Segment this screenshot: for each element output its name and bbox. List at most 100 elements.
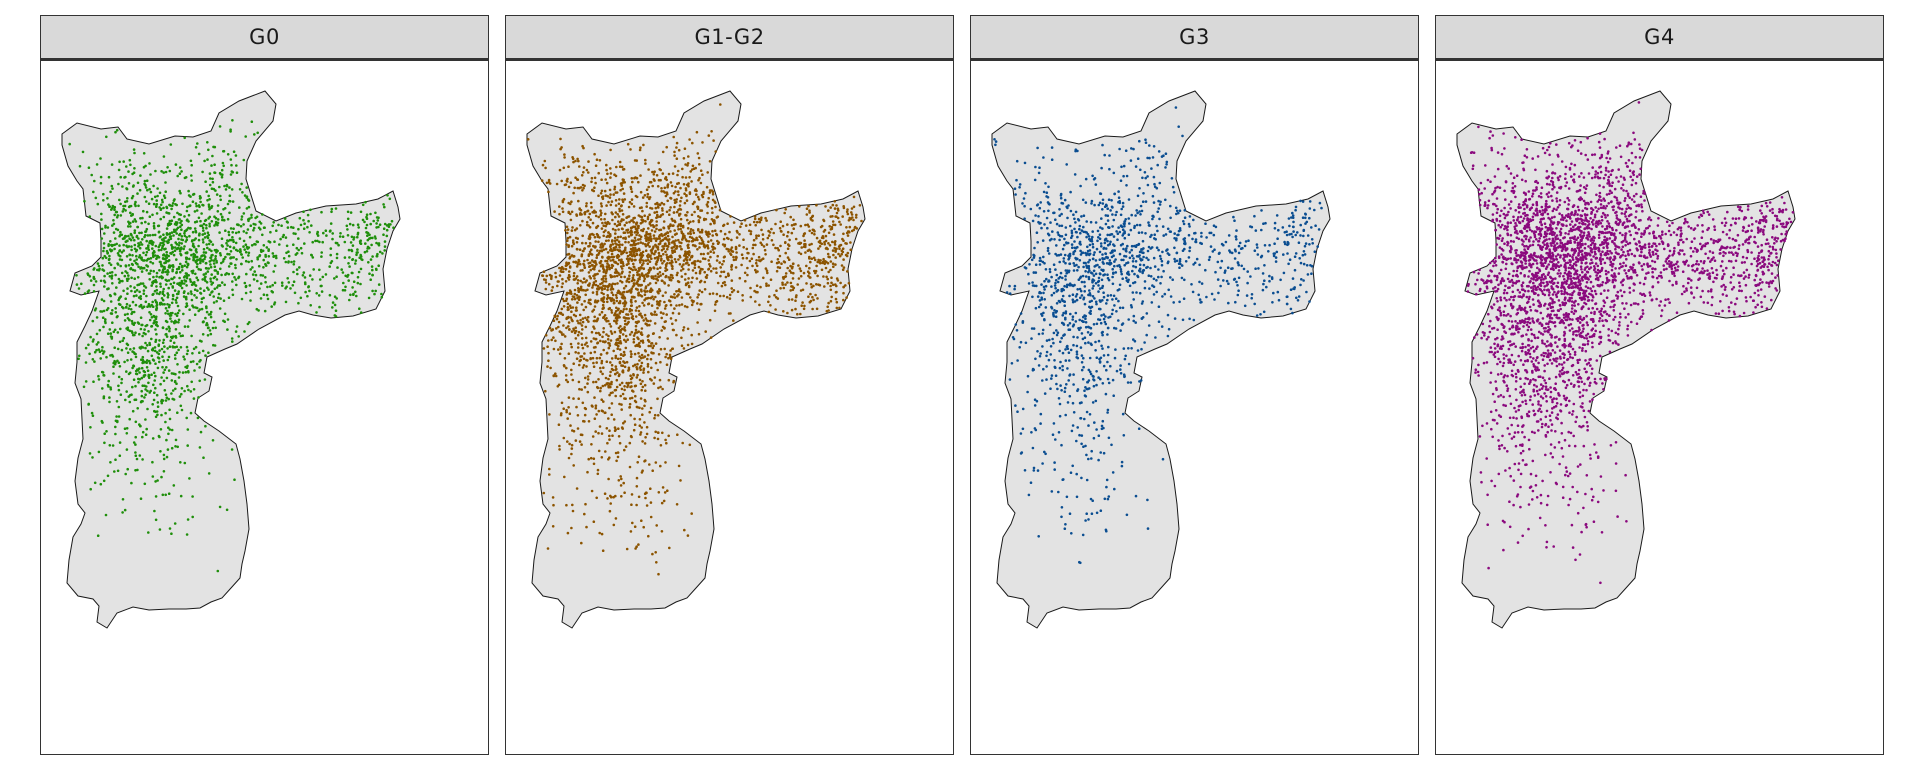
location-point bbox=[168, 203, 171, 207]
location-point bbox=[634, 394, 637, 398]
location-point bbox=[672, 135, 675, 139]
location-point bbox=[707, 196, 710, 200]
location-point bbox=[559, 413, 563, 417]
location-point bbox=[646, 353, 650, 357]
location-point bbox=[346, 228, 349, 231]
location-point bbox=[99, 157, 102, 160]
location-point bbox=[364, 242, 367, 245]
location-point bbox=[244, 285, 248, 289]
location-point bbox=[108, 271, 112, 275]
location-point bbox=[114, 273, 117, 277]
location-point bbox=[815, 283, 818, 286]
location-point bbox=[126, 343, 130, 347]
location-point bbox=[552, 374, 556, 378]
location-point bbox=[707, 259, 710, 262]
location-point bbox=[134, 220, 138, 223]
location-point bbox=[176, 174, 179, 178]
location-point bbox=[115, 415, 118, 418]
location-point bbox=[240, 218, 243, 221]
location-point bbox=[99, 357, 102, 360]
location-point bbox=[628, 406, 631, 409]
location-point bbox=[577, 380, 581, 384]
location-point bbox=[724, 275, 728, 279]
location-point bbox=[600, 398, 603, 402]
location-point bbox=[168, 303, 171, 307]
location-point bbox=[622, 287, 626, 290]
location-point bbox=[613, 222, 617, 226]
location-point bbox=[691, 141, 694, 145]
location-point bbox=[314, 239, 317, 243]
location-point bbox=[823, 240, 826, 244]
location-point bbox=[177, 244, 181, 247]
location-point bbox=[684, 238, 688, 241]
location-point bbox=[607, 334, 610, 338]
location-point bbox=[569, 424, 572, 427]
location-point bbox=[577, 298, 581, 301]
location-point bbox=[684, 163, 687, 166]
location-point bbox=[626, 142, 630, 146]
location-point bbox=[360, 258, 363, 261]
location-point bbox=[147, 302, 151, 306]
location-point bbox=[707, 240, 710, 243]
location-point bbox=[585, 365, 588, 368]
location-point bbox=[698, 280, 702, 284]
location-point bbox=[306, 294, 309, 298]
location-point bbox=[616, 213, 619, 216]
location-point bbox=[589, 233, 592, 236]
location-point bbox=[162, 155, 166, 158]
location-point bbox=[170, 428, 174, 432]
location-point bbox=[352, 238, 355, 241]
location-point bbox=[544, 334, 548, 337]
location-point bbox=[551, 285, 554, 289]
location-point bbox=[802, 271, 806, 275]
location-point bbox=[716, 254, 719, 258]
location-point bbox=[178, 247, 181, 250]
location-point bbox=[210, 249, 213, 253]
location-point bbox=[711, 190, 715, 193]
location-point bbox=[611, 218, 614, 222]
location-point bbox=[642, 259, 645, 262]
location-point bbox=[601, 549, 605, 552]
location-point bbox=[652, 382, 656, 385]
location-point bbox=[623, 448, 626, 452]
location-point bbox=[606, 266, 609, 269]
location-point bbox=[213, 163, 216, 166]
location-point bbox=[303, 276, 307, 279]
location-point bbox=[630, 330, 634, 334]
location-point bbox=[188, 234, 191, 238]
location-point bbox=[614, 451, 618, 455]
location-point bbox=[310, 224, 313, 227]
location-point bbox=[156, 405, 160, 409]
location-point bbox=[213, 224, 216, 227]
location-point bbox=[133, 398, 136, 402]
location-point bbox=[164, 270, 168, 274]
location-point bbox=[164, 181, 167, 184]
location-point bbox=[826, 261, 830, 265]
location-point bbox=[707, 134, 711, 137]
location-point bbox=[170, 243, 173, 247]
location-point bbox=[373, 292, 376, 296]
location-point bbox=[140, 400, 143, 403]
location-point bbox=[100, 370, 104, 374]
location-point bbox=[171, 297, 175, 301]
location-point bbox=[270, 305, 273, 308]
location-point bbox=[250, 120, 254, 123]
location-point bbox=[830, 227, 834, 231]
location-point bbox=[142, 251, 145, 255]
location-point bbox=[711, 229, 714, 233]
location-point bbox=[201, 238, 205, 241]
location-point bbox=[152, 202, 156, 206]
location-point bbox=[150, 354, 154, 358]
location-point bbox=[810, 242, 813, 246]
location-point bbox=[631, 219, 634, 222]
location-point bbox=[651, 552, 654, 556]
location-point bbox=[642, 279, 646, 283]
location-point bbox=[643, 298, 646, 302]
location-point bbox=[295, 246, 299, 250]
location-point bbox=[577, 330, 581, 334]
location-point bbox=[635, 376, 639, 379]
location-point bbox=[563, 475, 566, 479]
location-point bbox=[585, 220, 589, 224]
location-point bbox=[257, 226, 261, 230]
location-point bbox=[358, 307, 361, 310]
